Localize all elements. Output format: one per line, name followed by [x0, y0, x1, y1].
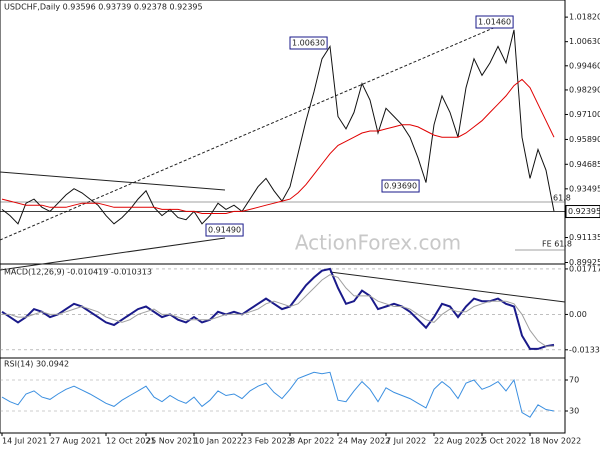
y-tick-label: 1.01820 [569, 13, 600, 22]
y-tick-label: 70 [569, 376, 579, 385]
y-tick-label: 0.98290 [569, 85, 600, 94]
y-tick-label: 0.89925 [569, 258, 600, 267]
y-tick-label: 0.99460 [569, 61, 600, 70]
annotations: 1.00630 1.01460 0.93690 0.91490 61.8 FE 61.8 [205, 15, 572, 249]
x-tick-label: 12 Oct 2021 [106, 437, 155, 446]
x-tick-label: 7 Jul 2022 [386, 437, 426, 446]
y-tick-label: 0.00 [569, 310, 587, 319]
watermark: ActionForex.com [295, 231, 461, 255]
x-tick-label: 8 Apr 2022 [290, 437, 334, 446]
x-tick-label: 24 May 2022 [338, 437, 390, 446]
annotation-box [205, 223, 244, 237]
y-tick-label: 1.00630 [569, 37, 600, 46]
triangle-line [0, 171, 226, 191]
y-tick-label: 0.94685 [569, 160, 600, 169]
panel-title: MACD(12,26,9) -0.010419 -0.010313 [4, 268, 152, 277]
annotation-label: 1.00630 [292, 39, 325, 48]
y-tick-label: 0.017176 [569, 264, 600, 273]
last-price-box [565, 205, 600, 219]
y-tick-label: 0.97100 [569, 110, 600, 119]
y-tick-label: 0.95890 [569, 135, 600, 144]
x-tick-label: 10 Jan 2022 [194, 437, 242, 446]
annotation-label: 0.93690 [384, 182, 417, 191]
annotation-box [475, 15, 514, 29]
x-tick-label: 5 Oct 2022 [482, 437, 526, 446]
y-tick-label: 0.91135 [569, 233, 600, 242]
x-tick-label: 22 Aug 2022 [434, 437, 485, 446]
annotation-label: 61.8 [553, 194, 571, 203]
annotation-label: 1.01460 [478, 18, 511, 27]
annotation-label: FE 61.8 [542, 240, 572, 249]
y-tick-label: 30 [569, 407, 579, 416]
x-tick-label: 18 Nov 2022 [530, 437, 581, 446]
x-tick-label: 14 Jul 2021 [2, 437, 47, 446]
series-line [1, 371, 555, 418]
series-line [2, 274, 554, 347]
annotation-box [289, 36, 328, 50]
x-tick-label: 25 Nov 2021 [146, 437, 197, 446]
panel-title: USDCHF,Daily 0.93596 0.93739 0.92378 0.9… [4, 3, 203, 12]
y-tick-label: -0.01334 [569, 345, 600, 354]
plot-frame [0, 0, 566, 434]
x-tick-label: 23 Feb 2022 [242, 437, 292, 446]
macd-trend-line [329, 271, 566, 303]
series-line [1, 29, 555, 225]
last-price-label: 0.92395 [568, 207, 600, 216]
panel-title: RSI(14) 30.0942 [4, 360, 69, 369]
x-tick-label: 27 Aug 2021 [50, 437, 101, 446]
y-tick-label: 0.93495 [569, 184, 600, 193]
series-line [1, 78, 555, 214]
annotation-label: 0.91490 [208, 226, 241, 235]
annotation-box [381, 179, 420, 193]
triangle-line [0, 237, 226, 271]
